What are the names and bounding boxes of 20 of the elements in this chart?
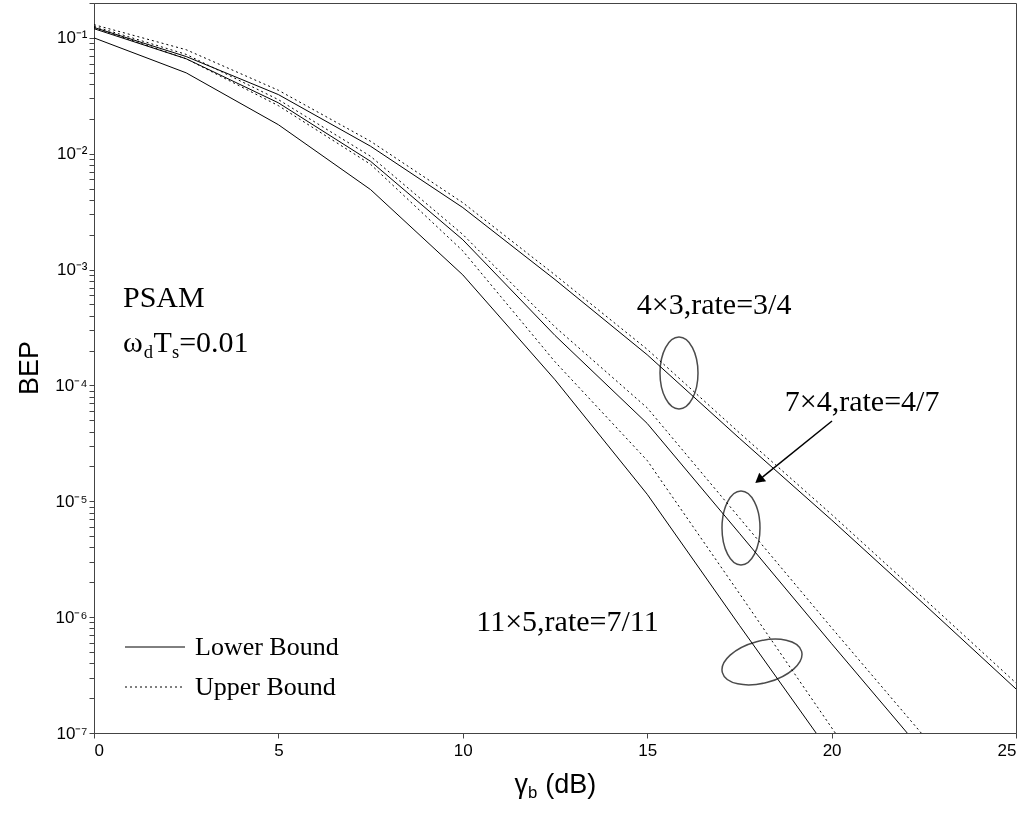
annotation: 4×3,rate=3/4: [636, 287, 792, 320]
x-tick-label: 10: [453, 740, 473, 760]
y-tick-label: 10⁻¹: [56, 28, 88, 48]
annotation: PSAM: [123, 280, 205, 313]
y-tick-label: 10⁻⁶: [55, 607, 88, 627]
y-tick-label: 10⁻²: [56, 144, 88, 164]
x-tick-label: 25: [997, 740, 1017, 760]
x-tick-label: 20: [822, 740, 842, 760]
x-tick-label: 5: [274, 740, 284, 760]
y-tick-label: 10⁻⁴: [55, 375, 88, 395]
legend-label: Upper Bound: [195, 672, 336, 701]
annotation: 7×4,rate=4/7: [784, 384, 940, 417]
y-axis-title: BEP: [14, 340, 44, 396]
x-tick-label: 15: [638, 740, 658, 760]
y-tick-label: 10⁻³: [56, 260, 88, 280]
annotation: 11×5,rate=7/11: [476, 604, 659, 637]
y-tick-label: 10⁻⁷: [56, 723, 88, 743]
y-tick-label: 10⁻⁵: [55, 491, 88, 511]
x-tick-label: 0: [94, 740, 104, 760]
legend-label: Lower Bound: [195, 632, 339, 661]
